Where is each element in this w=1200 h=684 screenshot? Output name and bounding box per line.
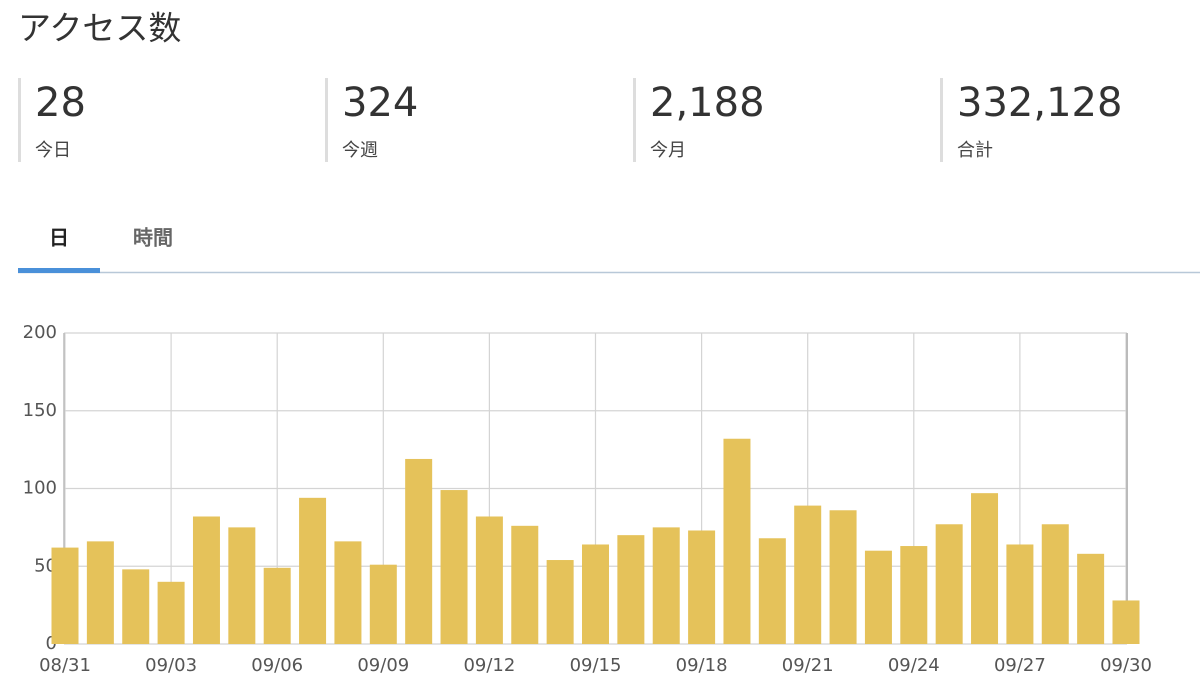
bar [299, 497, 327, 644]
bar [1041, 524, 1069, 644]
bar [475, 516, 503, 644]
tab[interactable]: 日 [49, 226, 69, 250]
bar [688, 530, 716, 644]
x-tick-label: 09/18 [676, 655, 728, 676]
bar [405, 458, 433, 644]
stat-border [325, 78, 328, 162]
bar [511, 525, 539, 644]
bar [652, 527, 680, 644]
bar [582, 544, 609, 644]
y-tick-label: 100 [23, 478, 57, 499]
bar [157, 581, 185, 644]
bar [794, 505, 822, 644]
x-tick-label: 09/27 [994, 655, 1046, 676]
bar [122, 569, 150, 644]
x-tick-label: 09/15 [570, 655, 622, 676]
stat-label: 今週 [342, 140, 378, 161]
y-tick-label: 0 [46, 633, 57, 654]
stat-border [18, 78, 21, 162]
bar [334, 541, 362, 644]
bar [971, 493, 999, 644]
stat-label: 今月 [650, 140, 686, 161]
x-tick-label: 09/30 [1100, 655, 1152, 676]
y-tick-label: 200 [23, 322, 57, 343]
bar [829, 510, 857, 644]
x-tick-label: 09/06 [251, 655, 303, 676]
bar [758, 538, 786, 644]
bar [617, 535, 645, 644]
tab[interactable]: 時間 [133, 226, 173, 250]
stat-value: 2,188 [650, 80, 765, 126]
tab-indicator [18, 268, 100, 273]
x-tick-label: 08/31 [39, 655, 91, 676]
bar [723, 438, 751, 644]
bar [51, 547, 79, 644]
bar [369, 564, 397, 644]
bar [1006, 544, 1034, 644]
stat-border [940, 78, 943, 162]
x-tick-label: 09/24 [888, 655, 940, 676]
bar [228, 527, 256, 644]
page-title: アクセス数 [18, 9, 181, 48]
bar [192, 516, 220, 644]
bar [263, 567, 291, 644]
y-tick-label: 150 [23, 400, 57, 421]
bar [546, 560, 574, 644]
bar [440, 490, 468, 644]
y-tick-label: 50 [34, 555, 57, 576]
stat-border [633, 78, 636, 162]
stat-value: 28 [35, 80, 86, 126]
stat-label: 合計 [957, 140, 993, 161]
bar [864, 550, 892, 644]
x-tick-label: 09/12 [463, 655, 515, 676]
bar [86, 541, 114, 644]
stat-label: 今日 [35, 140, 71, 161]
x-tick-label: 09/03 [145, 655, 197, 676]
x-tick-label: 09/21 [782, 655, 834, 676]
bar [900, 546, 928, 644]
x-tick-label: 09/09 [357, 655, 409, 676]
bar [1077, 553, 1105, 644]
bar [935, 524, 963, 644]
stat-value: 324 [342, 80, 418, 126]
bar [1112, 600, 1140, 644]
stat-value: 332,128 [957, 80, 1122, 126]
